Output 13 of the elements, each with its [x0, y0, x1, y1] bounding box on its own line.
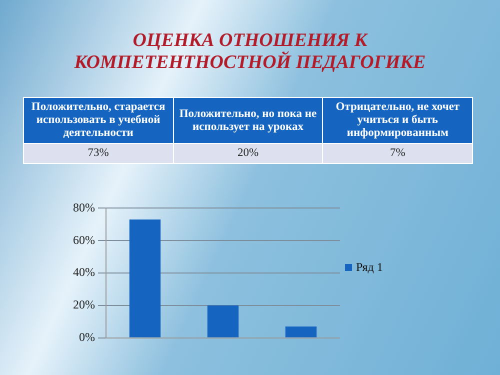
y-tick-label: 80%	[72, 200, 95, 214]
y-tick-label: 20%	[72, 298, 95, 312]
y-tick-label: 60%	[72, 232, 95, 247]
legend-label: Ряд 1	[356, 260, 383, 275]
y-tick-label: 0%	[78, 330, 95, 344]
text: Положительно, но пока не использует на уроках	[173, 98, 323, 144]
text: 73%	[24, 144, 174, 164]
text: 20%	[173, 144, 323, 164]
text: Положительно, старается использовать в учебной деятельности	[24, 98, 174, 144]
y-tick-label: 40%	[72, 265, 95, 280]
chart-title: ОЦЕНКА ОТНОШЕНИЯ К КОМПЕТЕНТНОСТНОЙ ПЕДАГОГИКЕ	[73, 30, 427, 74]
text: 7%	[322, 144, 472, 164]
text: Отрицательно, не хочет учиться и быть информированным	[322, 98, 472, 144]
